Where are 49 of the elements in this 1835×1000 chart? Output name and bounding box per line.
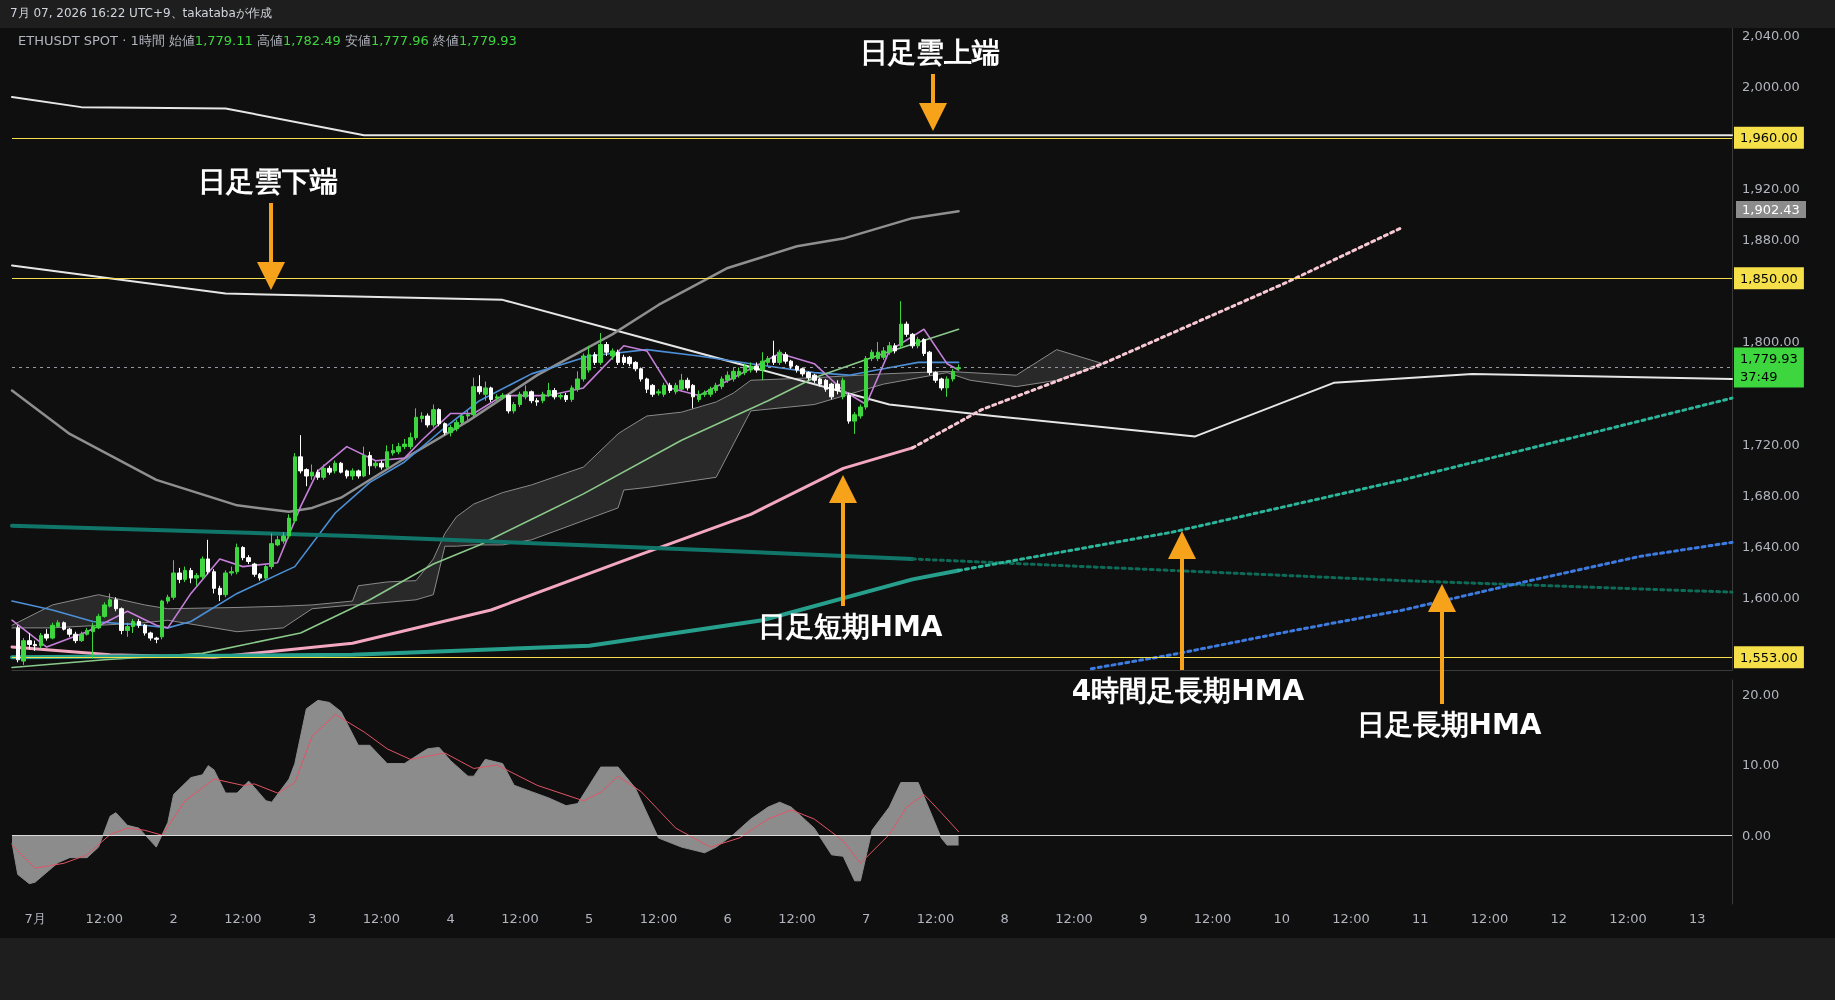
y-tick-label: 1,920.00: [1742, 181, 1800, 197]
x-tick-label: 11: [1412, 911, 1429, 926]
annotation: 4時間足長期HMA: [1071, 673, 1305, 709]
x-tick-label: 7: [862, 911, 871, 926]
annotation: 日足短期HMA: [757, 609, 943, 645]
x-tick-label: 12:00: [1470, 911, 1509, 926]
y-tick-label: 1,640.00: [1742, 538, 1800, 554]
y-tick-label: 1,720.00: [1742, 436, 1800, 452]
x-tick-label: 12:00: [1332, 911, 1370, 926]
x-tick-label: 12:00: [1055, 911, 1093, 926]
ref-line-label: 1,779.93 37:49: [1740, 351, 1798, 385]
x-tick-label: 8: [1000, 911, 1009, 926]
x-tick-label: 12:00: [639, 911, 678, 926]
ref-line-label: 1,553.00: [1740, 649, 1798, 665]
x-tick-label: 3: [307, 911, 317, 926]
y-tick-label: 2,000.00: [1742, 79, 1800, 95]
annotation: 日足長期HMA: [1356, 707, 1542, 743]
ref-line-label: 1,850.00: [1740, 270, 1798, 286]
y-tick-label: 2,040.00: [1742, 28, 1800, 44]
ref-line-label: 1,960.00: [1740, 130, 1798, 146]
x-tick-label: 12:00: [224, 911, 262, 926]
y-tick-label: 20.00: [1742, 687, 1780, 703]
x-tick-label: 12:00: [1193, 911, 1232, 926]
x-tick-label: 12:00: [501, 911, 539, 926]
x-tick-label: 6: [723, 911, 732, 926]
x-tick-label: 5: [585, 911, 594, 926]
y-tick-label: 1,880.00: [1742, 232, 1800, 248]
annotation: 日足雲上端: [860, 35, 1000, 71]
chart-title: 7月 07, 2026 16:22 UTC+9、takatabaが作成: [9, 5, 273, 22]
x-tick-label: 2: [169, 911, 178, 926]
x-tick-label: 9: [1139, 911, 1148, 926]
y-tick-label: 10.00: [1742, 757, 1780, 773]
x-tick-label: 12:00: [916, 911, 955, 926]
x-tick-label: 13: [1689, 911, 1706, 926]
x-tick-label: 12:00: [778, 911, 816, 926]
x-tick-label: 12:00: [362, 911, 401, 926]
y-tick-label: 1,600.00: [1742, 589, 1800, 605]
y-tick-label: 1,680.00: [1742, 487, 1800, 503]
y-tick-label: 0.00: [1742, 827, 1771, 843]
x-tick-label: 12:00: [85, 911, 124, 926]
annotation: 日足雲下端: [198, 164, 338, 200]
chart-subtitle: ETHUSDT SPOT · 1時間 始値1,779.11 高値1,782.49 安値1,777.96 終値1,779.93: [18, 33, 517, 48]
x-tick-label: 4: [446, 911, 455, 926]
y-tick-label: 1,800.00: [1742, 334, 1800, 350]
x-tick-label: 10: [1273, 911, 1291, 926]
x-tick-label: 12: [1550, 911, 1568, 926]
x-tick-label: 7月: [24, 911, 46, 926]
x-tick-label: 12:00: [1609, 911, 1647, 926]
text: 1,902.43: [1736, 201, 1806, 218]
